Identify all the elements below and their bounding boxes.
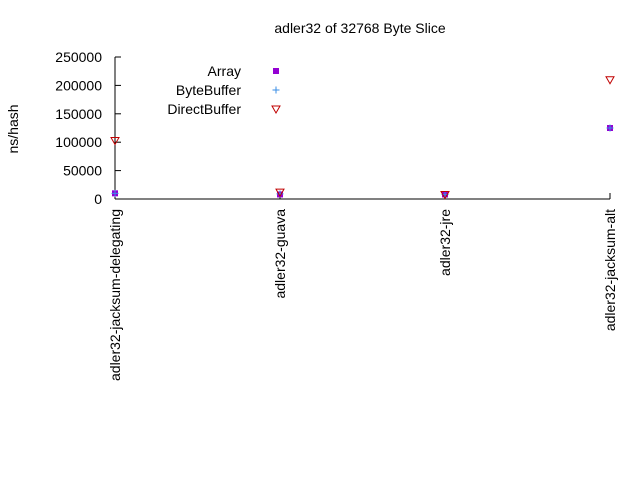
series-bytebuffer: [111, 124, 614, 198]
y-tick-label: 250000: [55, 49, 102, 65]
legend-label: DirectBuffer: [167, 101, 241, 117]
data-points: [110, 76, 615, 200]
y-ticks: 0 50000 100000 150000 200000 250000: [55, 49, 121, 207]
y-tick-label: 0: [94, 191, 102, 207]
x-tick-label: adler32-jre: [437, 209, 453, 276]
y-axis-label: ns/hash: [5, 104, 21, 153]
series-directbuffer: [110, 76, 615, 200]
legend-marker: [273, 68, 279, 74]
data-point: [275, 188, 285, 198]
chart-title: adler32 of 32768 Byte Slice: [274, 20, 445, 36]
series-array: [112, 125, 613, 198]
y-tick-label: 50000: [63, 163, 102, 179]
legend-marker: [272, 86, 280, 94]
x-tick-label: adler32-jacksum-delegating: [107, 209, 123, 381]
data-point: [440, 190, 450, 200]
data-point: [605, 76, 615, 85]
data-point: [111, 189, 119, 197]
legend-label: Array: [208, 63, 241, 79]
y-tick-label: 100000: [55, 134, 102, 150]
x-tick-label: adler32-guava: [272, 209, 288, 299]
data-point: [606, 124, 614, 132]
x-ticks: adler32-jacksum-delegating adler32-guava a…: [107, 193, 618, 381]
x-tick-label: adler32-jacksum-alt: [602, 209, 618, 331]
legend-label: ByteBuffer: [176, 82, 241, 98]
data-point: [110, 136, 120, 146]
legend: Array ByteBuffer DirectBuffer: [167, 63, 281, 117]
y-tick-label: 150000: [55, 106, 102, 122]
axes: [114, 57, 610, 200]
legend-marker: [271, 105, 281, 115]
y-tick-label: 200000: [55, 77, 102, 93]
